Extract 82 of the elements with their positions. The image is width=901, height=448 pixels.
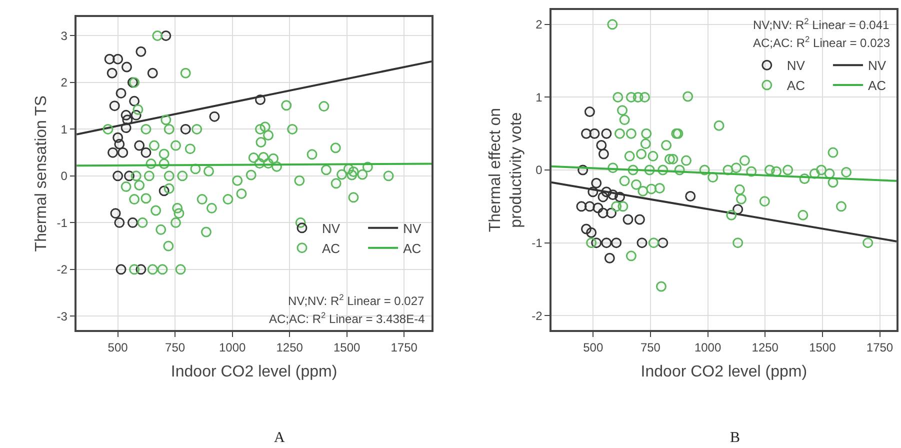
point	[596, 140, 607, 151]
y-tick-label: 0	[60, 169, 68, 184]
point	[685, 190, 696, 202]
y-axis-title: Thermal effect on productivity vote	[487, 108, 525, 232]
x-tick-label: 1250	[276, 340, 304, 354]
point	[634, 214, 645, 225]
point	[584, 106, 595, 118]
point	[601, 238, 612, 248]
x-tick-label: 750	[165, 340, 186, 354]
y-tick-label: 0	[536, 163, 543, 178]
text: A	[274, 430, 285, 446]
point	[589, 128, 600, 139]
legend-label: NV	[403, 220, 422, 236]
point	[118, 147, 128, 158]
legend-label: AC	[403, 240, 422, 256]
x-tick-label: 1750	[390, 340, 418, 354]
legend-label: AC	[868, 78, 886, 94]
point	[134, 140, 145, 151]
x-tick-label: 1000	[218, 340, 246, 354]
x-tick-label: 1500	[333, 340, 361, 354]
y-tick-label: -2	[56, 262, 68, 277]
point	[658, 238, 668, 248]
point	[122, 62, 132, 72]
point	[127, 217, 138, 228]
y-tick-label: 3	[60, 28, 68, 43]
point	[591, 178, 602, 188]
point	[112, 54, 124, 64]
legend-label: NV	[322, 220, 340, 236]
point	[586, 227, 597, 238]
y-tick-label: -1	[532, 236, 543, 250]
point	[584, 201, 595, 212]
point	[180, 124, 191, 134]
x-axis-title: Indoor CO2 level (ppm)	[640, 364, 808, 381]
text: B	[730, 430, 740, 446]
point	[147, 68, 158, 78]
annotation: NV;NV: R$^{2}$ Linear = 0.041	[753, 16, 890, 32]
point	[116, 264, 126, 275]
x-tick-label: 500	[583, 340, 604, 354]
point	[106, 68, 118, 78]
y-tick-label: -2	[532, 308, 543, 323]
legend-label: AC	[322, 240, 340, 256]
point	[598, 148, 609, 160]
point	[140, 147, 152, 158]
annotation: NV;NV: R$^{2}$ Linear = 0.027	[288, 292, 425, 308]
y-axis-title: Thermal sensation TS	[33, 95, 50, 252]
annotation: AC;AC: R$^{2}$ Linear = 3.438E-4	[269, 310, 426, 326]
point	[160, 30, 172, 41]
point	[108, 147, 118, 158]
x-tick-label: 500	[108, 340, 128, 354]
legend-label: AC	[786, 78, 805, 94]
point	[209, 111, 220, 122]
point	[129, 96, 140, 106]
point	[598, 192, 608, 202]
legend-label: NV	[786, 58, 806, 74]
point	[601, 128, 612, 139]
legend-label: NV	[868, 58, 886, 74]
y-tick-label: 1	[60, 122, 68, 136]
point	[114, 138, 125, 150]
x-tick-label: 1500	[809, 340, 836, 354]
x-tick-label: 750	[640, 340, 661, 354]
point	[110, 208, 121, 219]
x-tick-label: 1250	[752, 340, 779, 354]
y-tick-label: 2	[60, 76, 68, 90]
point	[636, 238, 648, 248]
annotation: AC;AC: R$^{2}$ Linear = 0.023	[753, 34, 890, 50]
point	[611, 238, 622, 248]
point	[114, 217, 125, 228]
y-tick-label: 1	[536, 90, 543, 104]
point	[581, 128, 592, 139]
x-tick-label: 1750	[866, 340, 894, 354]
point	[606, 208, 616, 218]
x-tick-label: 1000	[694, 340, 722, 354]
point	[109, 100, 120, 112]
x-axis-title: Indoor CO2 level (ppm)	[170, 364, 338, 381]
point	[604, 252, 615, 264]
point	[136, 46, 146, 57]
point	[622, 214, 634, 225]
y-tick-label: 2	[536, 18, 543, 32]
y-tick-label: -1	[56, 216, 68, 230]
y-tick-label: -3	[56, 309, 68, 324]
point	[112, 170, 124, 182]
point	[116, 88, 126, 98]
